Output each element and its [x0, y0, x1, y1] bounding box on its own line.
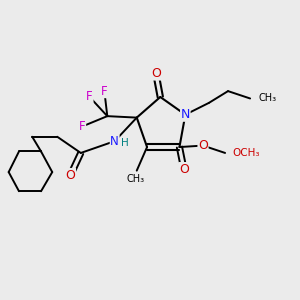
Text: F: F	[101, 85, 108, 98]
Text: CH₃: CH₃	[259, 94, 277, 103]
Text: N: N	[110, 135, 119, 148]
Text: O: O	[151, 67, 161, 80]
Text: F: F	[79, 120, 86, 133]
Text: OCH₃: OCH₃	[232, 148, 260, 158]
Text: O: O	[179, 163, 189, 176]
Text: H: H	[121, 138, 129, 148]
Text: CH₃: CH₃	[126, 174, 144, 184]
Text: N: N	[181, 108, 190, 121]
Text: O: O	[198, 139, 208, 152]
Text: F: F	[86, 91, 93, 103]
Text: O: O	[66, 169, 75, 182]
